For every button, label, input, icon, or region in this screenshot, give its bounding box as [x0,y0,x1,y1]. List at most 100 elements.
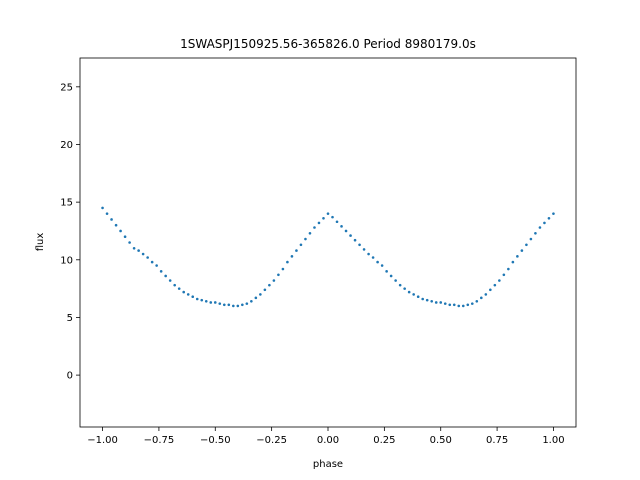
data-point [529,237,533,241]
y-tick-label: 15 [60,198,73,209]
data-point [340,225,343,228]
data-point [146,256,149,259]
data-point [385,270,388,273]
data-point [259,293,262,296]
data-point [520,249,524,252]
data-point [466,303,470,307]
data-point [254,296,258,300]
data-point [105,212,109,215]
data-point [398,283,402,287]
data-point [150,260,154,264]
data-point [389,274,393,278]
data-point [317,221,321,225]
data-point [552,212,555,215]
data-point [250,300,253,303]
data-point [434,301,438,304]
x-tick-label: 1.00 [542,435,564,446]
data-point [128,241,131,244]
data-point [358,243,361,247]
data-point [507,267,510,271]
y-axis-ticks: 0 5 10 15 20 25 [60,82,80,382]
data-point [290,255,294,258]
data-point [173,283,176,287]
data-point [286,260,289,264]
data-point [218,302,222,305]
data-point [114,223,118,227]
data-point [295,249,298,252]
data-point [159,270,163,273]
data-point [448,303,452,307]
data-point [489,288,492,292]
data-point [155,264,158,267]
data-point [137,249,140,252]
data-point [349,234,352,237]
data-point [493,283,497,287]
data-point [236,304,240,308]
x-tick-label: −0.50 [200,435,231,446]
data-point [322,216,325,220]
x-tick-label: 0.00 [317,435,339,446]
data-point [457,304,461,308]
data-point [516,255,519,258]
data-point [452,303,456,307]
data-point [407,290,411,294]
chart-title: 1SWASPJ150925.56-365826.0 Period 8980179… [180,37,476,51]
data-point [425,298,429,302]
data-point [186,293,190,296]
data-point [168,279,172,282]
data-point [277,273,280,277]
data-point [272,279,276,282]
data-point [376,260,379,264]
data-point [534,231,537,235]
x-axis-ticks: −1.00 −0.75 −0.50 −0.25 0.00 0.25 0.50 0.75 1.00 [87,427,565,446]
data-point [416,295,420,299]
data-point [331,215,334,219]
data-point [412,293,415,296]
data-point [245,302,249,305]
data-point [299,243,303,247]
data-point [263,288,267,292]
data-point [132,246,136,250]
data-point [371,256,375,259]
data-point [281,267,285,271]
y-tick-label: 25 [60,82,73,93]
y-axis-label: flux [35,233,46,252]
x-tick-label: 0.50 [430,435,452,446]
data-point [430,300,434,303]
data-point [362,248,366,251]
x-tick-label: 0.25 [373,435,395,446]
data-point [484,293,488,296]
data-point [182,290,186,294]
data-point [511,260,515,264]
data-point [268,283,271,287]
data-point [123,235,127,239]
data-point [547,216,551,220]
y-tick-label: 0 [67,371,73,382]
data-point [101,206,104,210]
data-point [227,303,231,307]
y-tick-label: 10 [60,255,73,266]
data-point [204,300,208,303]
data-point [367,252,370,256]
data-point [344,229,348,233]
scatter-points [101,206,555,308]
y-tick-label: 20 [60,140,73,151]
data-point [475,300,479,303]
x-tick-label: −1.00 [87,435,118,446]
data-point [439,301,443,304]
data-point [443,302,447,305]
data-point [502,273,506,277]
data-point [119,229,122,233]
data-point [461,304,465,308]
data-point [470,302,474,305]
data-point [232,304,235,308]
data-point [353,238,357,242]
data-point [308,231,312,235]
data-point [191,295,195,299]
x-axis-label: phase [313,459,343,470]
data-point [403,287,406,290]
data-point [394,279,397,282]
data-point [209,301,213,304]
data-point [326,212,330,215]
